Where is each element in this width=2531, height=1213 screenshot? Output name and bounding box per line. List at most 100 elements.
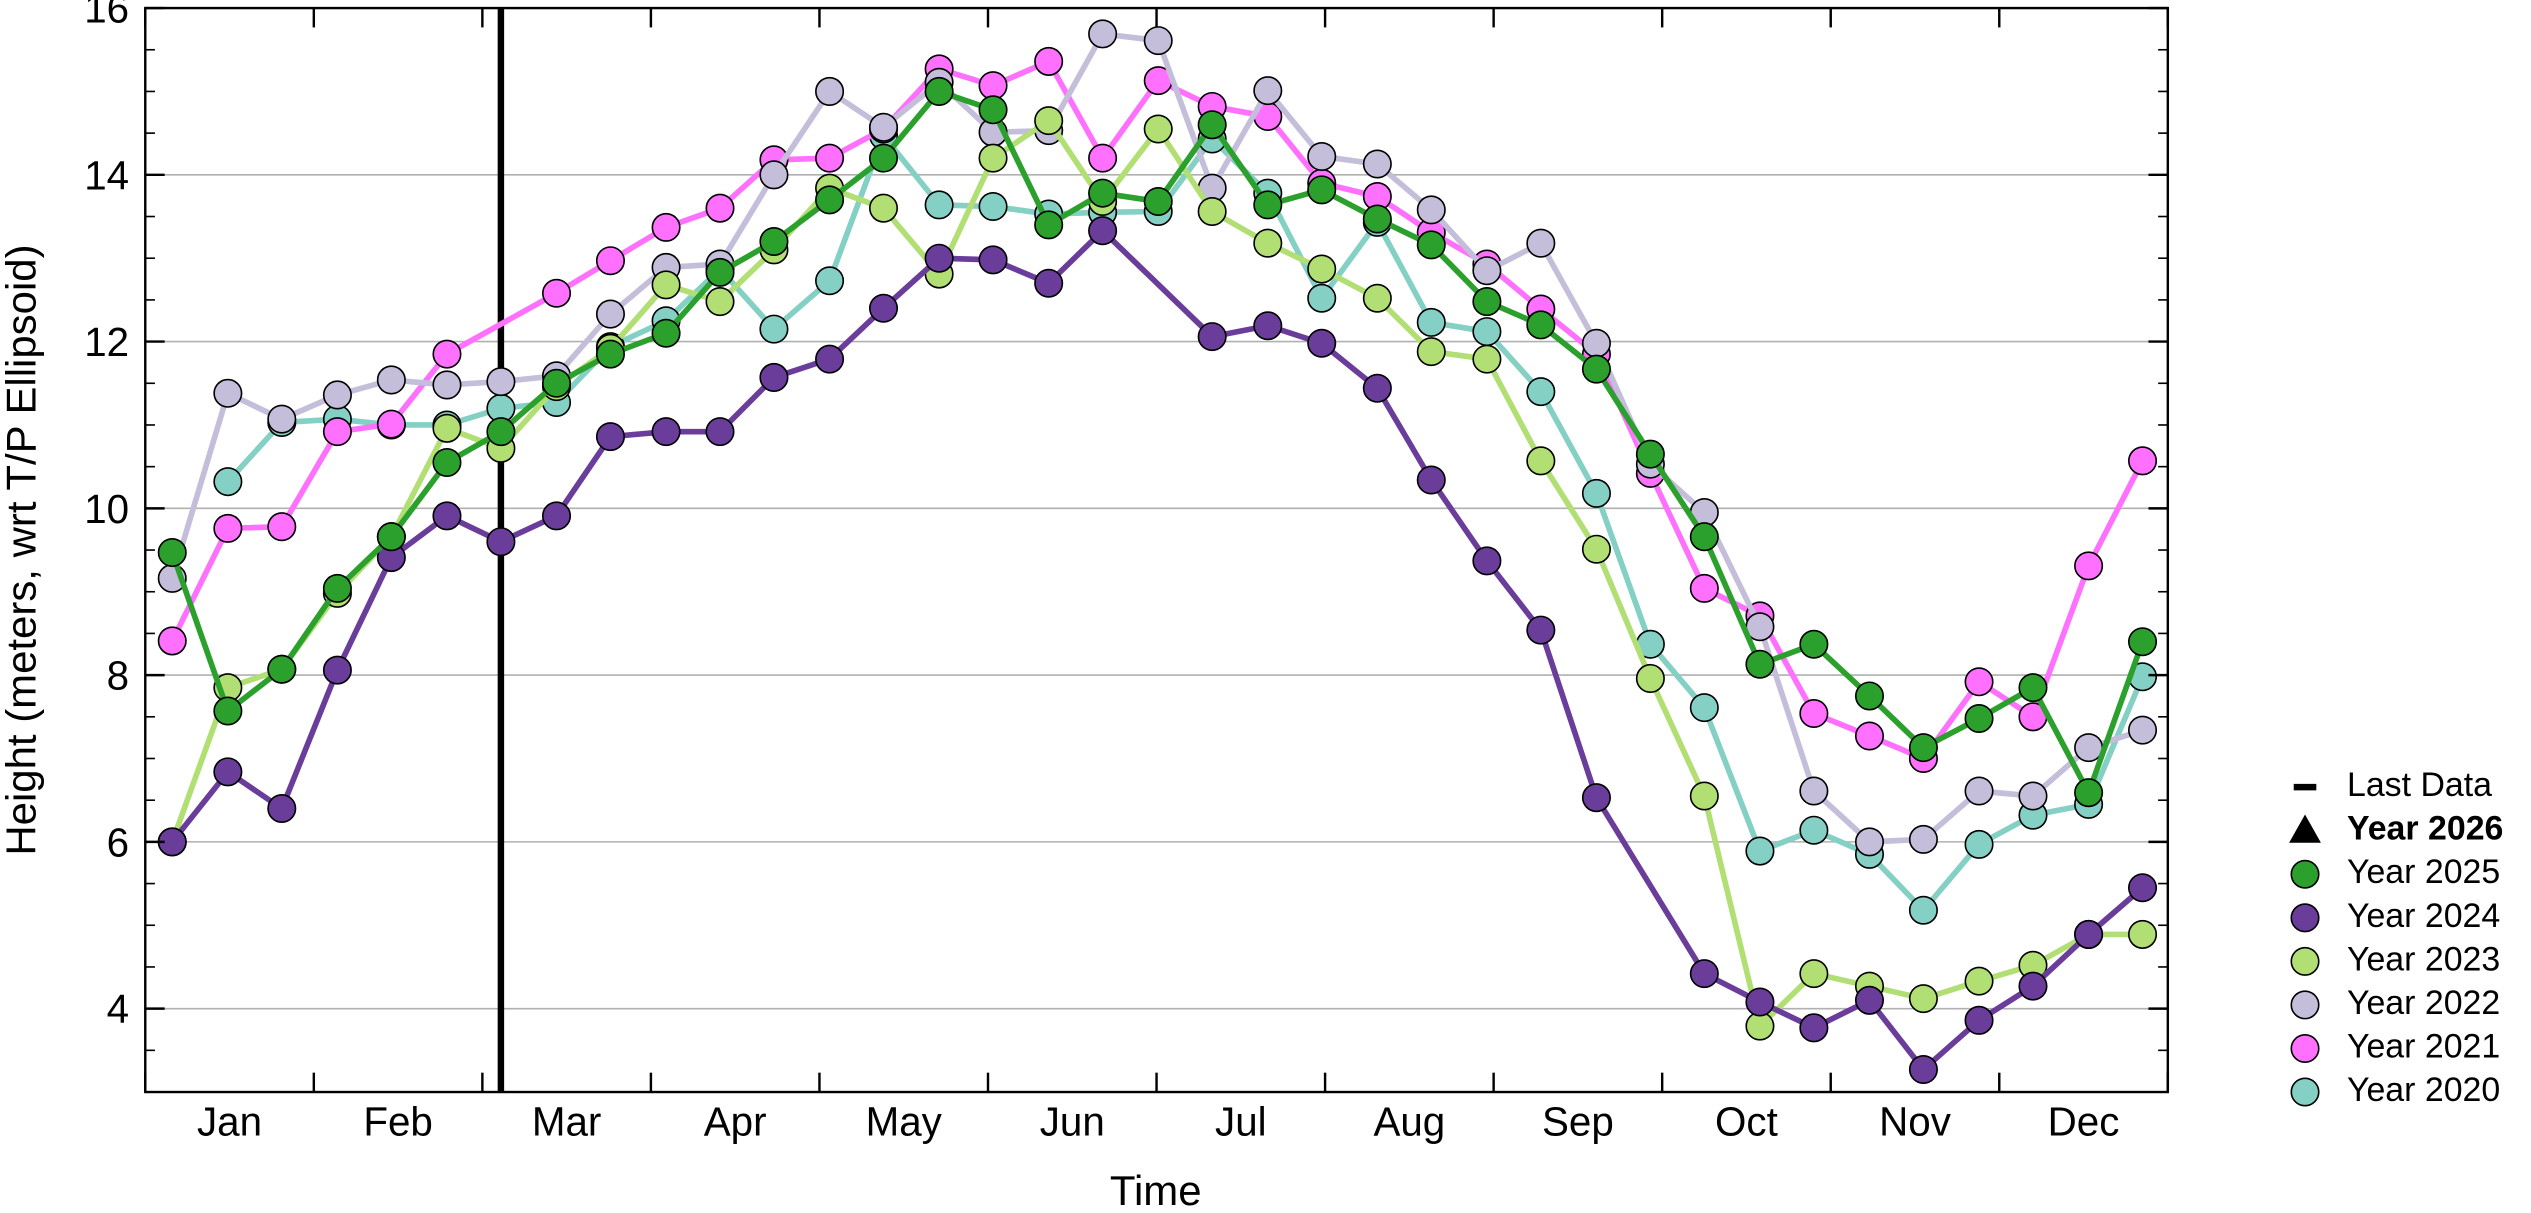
legend-label: Year 2026 <box>2347 810 2503 848</box>
point <box>322 655 352 685</box>
point <box>1854 827 1885 857</box>
point <box>1416 337 1446 367</box>
point <box>1034 210 1064 240</box>
point <box>1034 46 1064 76</box>
y-tick-label: 12 <box>84 319 129 365</box>
point <box>541 278 572 308</box>
point <box>1908 733 1938 763</box>
point <box>1472 546 1502 576</box>
point <box>213 467 243 497</box>
point <box>1581 328 1611 358</box>
point <box>1745 836 1775 866</box>
point <box>1034 268 1064 298</box>
plot-area <box>145 8 2168 1093</box>
legend-label: Year 2023 <box>2347 940 2500 978</box>
point <box>1908 1054 1938 1085</box>
point <box>157 626 187 656</box>
point <box>322 417 352 447</box>
point <box>651 270 681 300</box>
point <box>868 143 899 173</box>
point <box>157 538 187 568</box>
point <box>1253 228 1283 258</box>
point <box>1307 254 1337 284</box>
point <box>1964 776 1994 806</box>
point <box>815 76 845 106</box>
point <box>1854 681 1885 711</box>
point <box>1307 175 1337 205</box>
point <box>978 71 1008 101</box>
point <box>705 417 735 447</box>
point <box>1088 143 1118 173</box>
x-tick-label: Jan <box>197 1099 262 1145</box>
point <box>1526 446 1556 476</box>
point <box>1526 228 1556 258</box>
legend-label: Last Data <box>2347 766 2492 804</box>
point <box>213 513 243 543</box>
point <box>1799 776 1829 806</box>
point <box>1526 615 1556 645</box>
point <box>978 245 1008 275</box>
point <box>705 257 735 287</box>
legend-label: Year 2022 <box>2347 984 2500 1022</box>
point <box>432 447 462 478</box>
x-tick-label: Nov <box>1879 1099 1952 1145</box>
legend-label: Year 2025 <box>2347 853 2500 891</box>
point <box>651 212 681 242</box>
x-axis-label: Time <box>1110 1167 1202 1213</box>
point <box>1088 178 1118 208</box>
point <box>1472 256 1502 286</box>
point <box>432 370 462 400</box>
point <box>322 380 352 410</box>
x-tick-label: May <box>866 1099 943 1145</box>
point <box>595 422 625 452</box>
point <box>1799 1013 1829 1043</box>
point <box>267 404 297 434</box>
point <box>1197 196 1227 227</box>
point <box>1143 186 1173 217</box>
point <box>486 417 516 447</box>
point <box>815 185 845 215</box>
x-tick-label: Mar <box>532 1099 601 1145</box>
point <box>595 246 625 276</box>
point <box>1908 824 1938 854</box>
point <box>432 339 462 369</box>
point <box>705 193 735 223</box>
point <box>1088 216 1118 246</box>
point <box>1964 966 1994 996</box>
point <box>2128 446 2158 476</box>
point <box>978 143 1008 173</box>
point <box>1745 1011 1775 1041</box>
point <box>432 413 462 443</box>
series-layer <box>157 8 2158 1093</box>
y-tick-label: 8 <box>107 653 129 699</box>
x-tick-label: Aug <box>1373 1099 1445 1145</box>
point <box>1362 204 1392 234</box>
point <box>868 293 899 323</box>
point <box>541 368 572 398</box>
point <box>595 299 625 329</box>
point <box>1362 283 1392 313</box>
point <box>1689 781 1719 811</box>
point <box>376 522 406 552</box>
point <box>432 501 462 531</box>
y-tick-label: 6 <box>107 819 129 865</box>
legend: Last Data Year 2026 Year 2025 Year 2024 Year… <box>2289 766 2503 1109</box>
point <box>541 501 572 531</box>
legend-swatch <box>2290 990 2320 1020</box>
point <box>1964 829 1994 859</box>
legend-swatch <box>2290 903 2320 933</box>
point <box>815 344 845 374</box>
point <box>1143 26 1173 56</box>
point <box>1581 478 1611 508</box>
point <box>815 143 845 173</box>
legend-swatch <box>2289 814 2321 843</box>
point <box>1799 815 1829 845</box>
point <box>1253 76 1283 106</box>
point <box>1253 190 1283 220</box>
point <box>1526 377 1556 407</box>
point <box>815 266 845 296</box>
point <box>267 794 297 824</box>
point <box>1799 959 1829 989</box>
x-tick-label: Dec <box>2048 1099 2120 1145</box>
point <box>2128 715 2158 745</box>
